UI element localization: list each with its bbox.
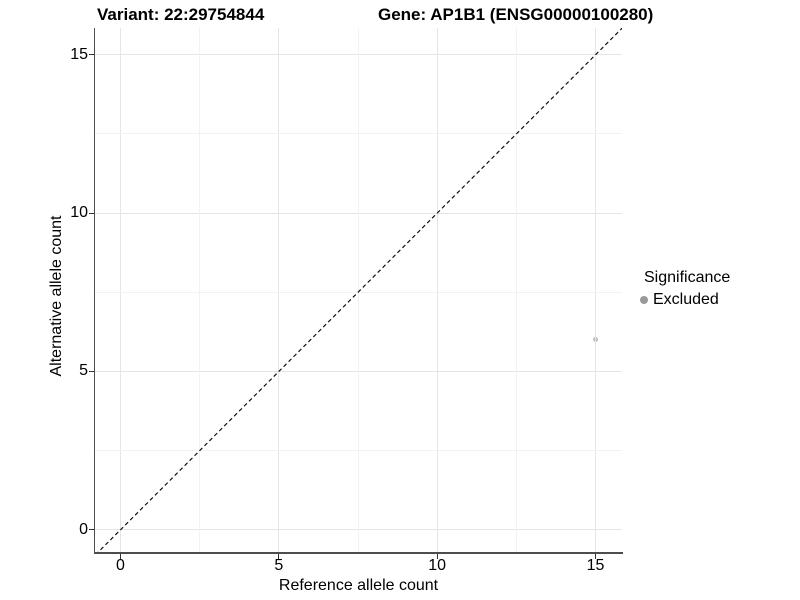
identity-dashed-line — [96, 28, 622, 553]
legend: Significance Excluded — [640, 269, 730, 310]
x-axis-tick — [436, 553, 438, 559]
gridline-major-vertical — [595, 28, 597, 553]
legend-items: Excluded — [640, 289, 730, 310]
gridline-major-vertical — [120, 28, 121, 553]
x-axis-tick-label: 5 — [274, 557, 284, 574]
legend-item-label: Excluded — [653, 290, 719, 308]
x-axis-title: Reference allele count — [278, 577, 439, 594]
x-axis-line — [93, 552, 623, 554]
x-axis-tick-label: 0 — [116, 557, 125, 574]
y-axis-title: Alternative allele count — [48, 215, 65, 377]
x-axis-tick — [595, 553, 597, 559]
legend-title: Significance — [644, 269, 731, 286]
gridline-minor-vertical — [199, 28, 201, 553]
y-axis-tick — [88, 370, 94, 372]
gridline-minor-vertical — [357, 28, 359, 553]
plot-title-variant: Variant: 22:29754844 — [97, 5, 265, 24]
gridline-major-vertical — [278, 28, 280, 553]
x-axis-tick — [120, 553, 121, 559]
y-axis-tick-label: 15 — [70, 45, 88, 63]
y-axis-tick — [88, 212, 94, 214]
x-axis-tick-label: 15 — [586, 557, 605, 574]
y-axis-tick — [88, 529, 94, 531]
gridline-major-vertical — [436, 28, 438, 553]
y-axis-tick-label: 5 — [79, 362, 88, 380]
legend-key-dot-icon — [640, 295, 648, 304]
y-axis-line — [93, 28, 95, 554]
y-axis-tick-label: 0 — [79, 520, 88, 538]
y-axis-tick — [88, 54, 94, 56]
y-axis-tick-label: 10 — [70, 204, 88, 222]
legend-item: Excluded — [640, 289, 730, 310]
gridline-minor-vertical — [515, 28, 517, 553]
x-axis-tick-label: 10 — [428, 557, 447, 574]
plot-panel — [95, 28, 622, 553]
x-axis-tick — [278, 553, 280, 559]
plot-title-gene: Gene: AP1B1 (ENSG00000100280) — [378, 5, 654, 24]
